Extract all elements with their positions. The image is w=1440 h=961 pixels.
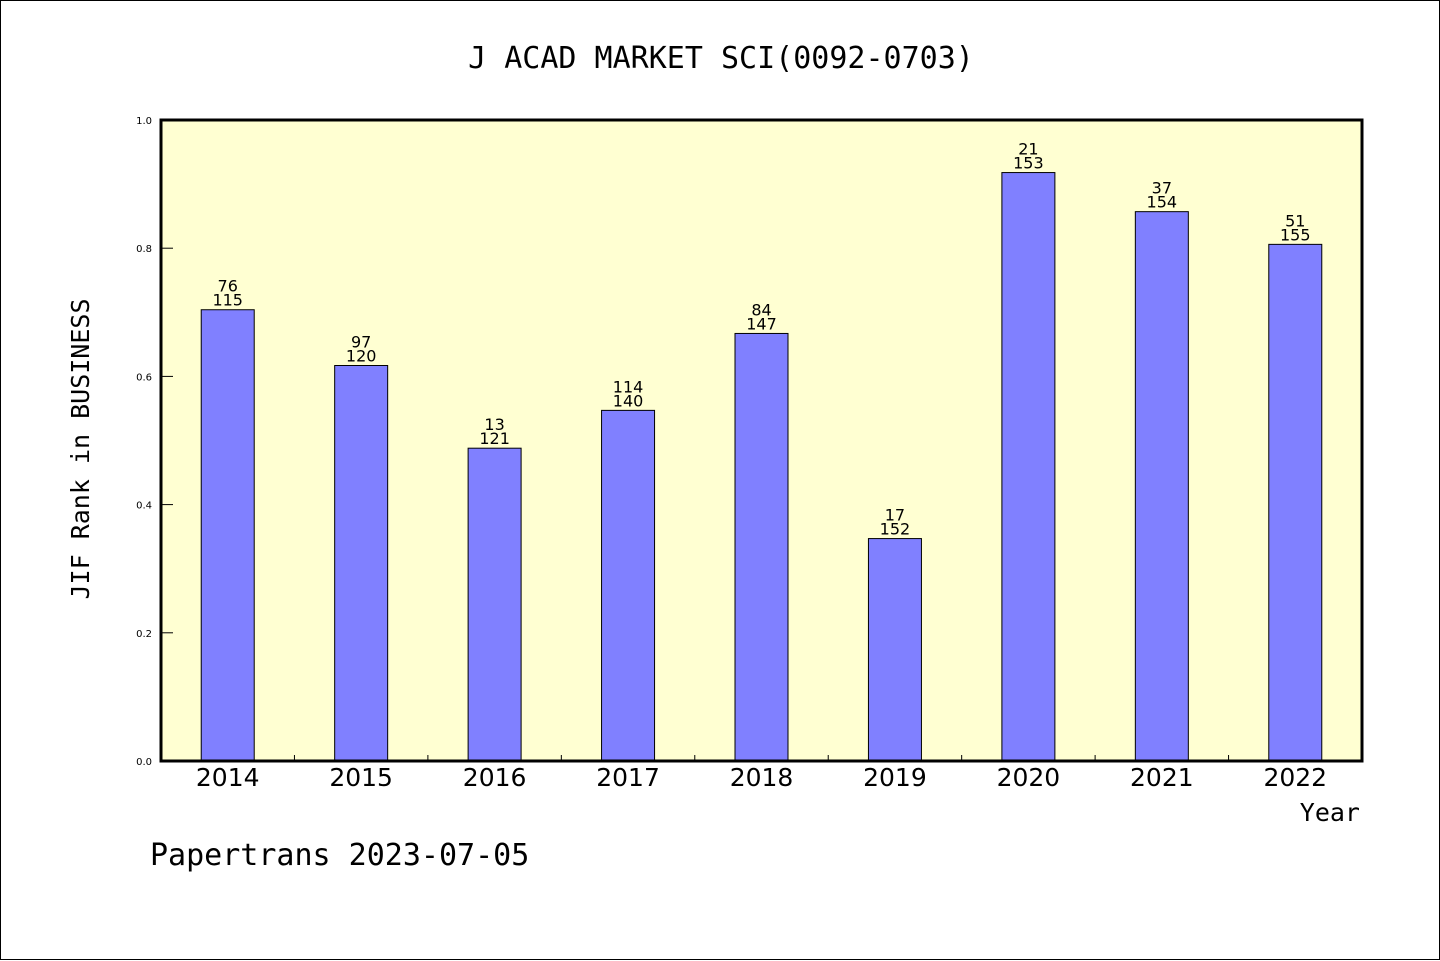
data-label-total-2017: 140	[613, 391, 644, 410]
bar-2022	[1268, 243, 1323, 762]
bar-2020	[1001, 172, 1056, 762]
data-label-total-2022: 155	[1280, 225, 1311, 244]
x-tick-label-2016: 2016	[463, 763, 527, 792]
data-label-total-2019: 152	[880, 520, 911, 539]
data-label-total-2015: 120	[346, 347, 377, 366]
data-label-rank-2015: 97	[351, 333, 371, 352]
chart-title: J ACAD MARKET SCI(0092-0703)	[468, 41, 974, 76]
plot-border	[159, 118, 1364, 763]
data-label-rank-2018: 84	[751, 300, 771, 319]
data-label-total-2014: 115	[212, 291, 243, 310]
data-label-rank-2022: 51	[1285, 211, 1305, 230]
x-tick-label-2021: 2021	[1130, 763, 1194, 792]
data-label-rank-2014: 76	[218, 277, 238, 296]
y-tick-label: 0.4	[136, 501, 152, 512]
y-tick-label: 0.8	[136, 244, 152, 255]
x-axis-label: Year	[1300, 798, 1360, 827]
x-tick-label-2022: 2022	[1263, 763, 1327, 792]
x-tick-label-2019: 2019	[863, 763, 927, 792]
data-label-rank-2019: 17	[885, 506, 905, 525]
bar-2021	[1134, 211, 1189, 762]
data-label-total-2018: 147	[746, 314, 777, 333]
y-tick-label: 1.0	[136, 116, 152, 127]
data-label-rank-2016: 13	[484, 415, 504, 434]
x-tick-label-2015: 2015	[329, 763, 393, 792]
x-tick-label-2017: 2017	[596, 763, 660, 792]
x-tick-label-2014: 2014	[196, 763, 260, 792]
data-label-total-2021: 154	[1147, 193, 1178, 212]
data-label-rank-2021: 37	[1152, 179, 1172, 198]
bar-2016	[467, 447, 522, 762]
bar-2014	[200, 309, 255, 762]
x-tick-label-2020: 2020	[997, 763, 1061, 792]
data-label-rank-2017: 114	[613, 377, 644, 396]
y-tick-label: 0.2	[136, 629, 152, 640]
bar-2018	[734, 332, 789, 762]
data-label-total-2016: 121	[479, 429, 510, 448]
bar-2019	[867, 538, 922, 762]
y-axis-label: JIF Rank in BUSINESS	[66, 298, 95, 599]
data-label-total-2020: 153	[1013, 154, 1044, 173]
y-tick-label: 0.0	[136, 757, 152, 768]
x-tick-label-2018: 2018	[730, 763, 794, 792]
data-label-rank-2020: 21	[1018, 140, 1038, 159]
footer-credit: Papertrans 2023-07-05	[150, 838, 529, 873]
bar-2015	[334, 365, 389, 762]
y-tick-label: 0.6	[136, 372, 152, 383]
bars-group: 7611597120131211141408414717152211533715…	[200, 140, 1323, 762]
x-axis-ticks: 2014 2015 2016 2017 2018 2019 2020 2021 2022	[196, 755, 1327, 792]
bar-2017	[601, 409, 656, 762]
